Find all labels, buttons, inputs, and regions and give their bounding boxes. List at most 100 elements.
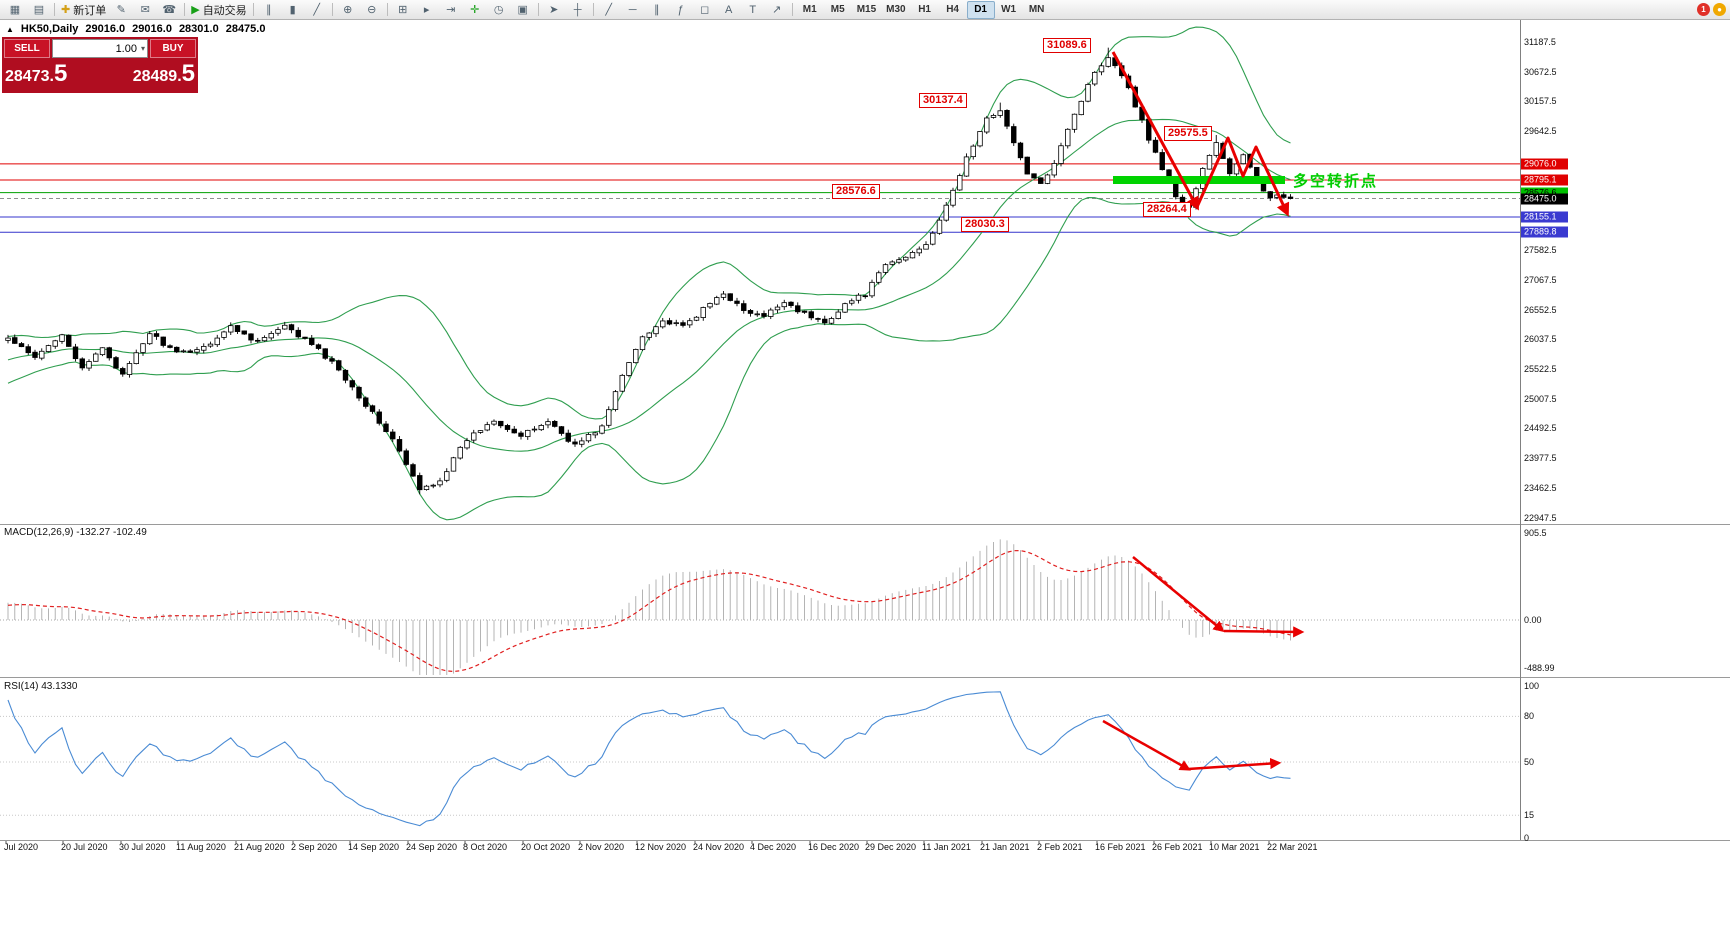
price-axis-label: 26037.5 [1524,334,1557,345]
price-annotation[interactable]: 31089.6 [1043,38,1091,53]
text-label-icon[interactable]: T [741,1,765,19]
date-axis-label: 26 Feb 2021 [1152,842,1203,852]
macd-label: MACD(12,26,9) -132.27 -102.49 [4,527,147,538]
zoom-in-icon[interactable]: ⊕ [336,1,360,19]
rsi-axis-label: 80 [1524,711,1535,722]
toolbar-separator [791,3,793,16]
timeframe-h1[interactable]: H1 [918,4,931,15]
turning-point-note: 多空转折点 [1293,173,1379,190]
text-icon: A [725,3,733,16]
price-axis-label: 25007.5 [1524,393,1557,404]
date-axis-label: 21 Aug 2020 [234,842,285,852]
zoom-out-icon[interactable]: ⊖ [360,1,384,19]
rsi-line [7,691,1291,827]
rsi-axis-label: 100 [1524,681,1540,691]
date-axis-label: 24 Nov 2020 [693,842,745,852]
price-level-label: 28475.0 [1521,193,1568,205]
cursor-icon[interactable]: ➤ [542,1,566,19]
trendline-icon[interactable]: ╱ [597,1,621,19]
sell-button[interactable]: SELL [4,39,50,58]
new-order-button-label: 新订单 [73,4,107,17]
templates-icon[interactable]: ▣ [511,1,535,19]
ohlc-close: 28475.0 [225,23,266,35]
text-icon[interactable]: A [717,1,741,19]
toolbar-separator [331,3,333,16]
horizontal-levels [0,163,1520,233]
modify-order-icon[interactable]: ✎ [109,1,133,19]
price-axis-label: 23462.5 [1524,482,1557,493]
zoom-in-icon: ⊕ [343,4,353,16]
shapes-icon[interactable]: ◻ [693,1,717,19]
new-order-button[interactable]: ✚ 新订单 [58,1,109,19]
autotrading-button: ▶ [191,4,200,16]
autotrading-button[interactable]: ▶ 自动交易 [188,1,249,19]
rsi-axis-label: 50 [1524,757,1535,767]
timeframe-m30[interactable]: M30 [886,4,906,15]
mail-icon[interactable]: ✉ [133,1,157,19]
timeframe-mn[interactable]: MN [1028,4,1045,15]
price-axis-label: 29642.5 [1524,126,1557,137]
chart-shift-icon[interactable]: ⇥ [439,1,463,19]
highlight-bar [1113,176,1285,184]
line-chart-icon[interactable]: ╱ [305,1,329,19]
timeframe-h4[interactable]: H4 [946,4,959,15]
date-axis-label: 20 Jul 2020 [61,842,108,852]
price-axis-label: 30157.5 [1524,96,1557,107]
price-annotation[interactable]: 28264.4 [1143,202,1191,217]
new-chart-icon[interactable]: ▦ [3,1,27,19]
price-annotation[interactable]: 29575.5 [1164,126,1212,141]
support-icon[interactable]: ☎ [157,1,181,19]
macd-signal-line [7,549,1291,673]
date-axis-label: 16 Dec 2020 [808,842,860,852]
timeframe-d1[interactable]: D1 [966,0,995,19]
crosshair-icon[interactable]: ┼ [566,1,590,19]
date-axis-label: 2 Feb 2021 [1037,842,1083,852]
line-chart-icon: ╱ [313,4,320,16]
timeframe-m1[interactable]: M1 [802,4,817,15]
price-level-label: 28795.1 [1521,174,1568,186]
indicators-icon[interactable]: ✛ [463,1,487,19]
timeframe-w1[interactable]: W1 [1001,4,1017,15]
rsi-value: 43.1330 [41,681,78,692]
arrows-icon[interactable]: ↗ [765,1,789,19]
chart-profiles-icon: ▤ [33,4,45,16]
date-axis-label: 11 Jan 2021 [922,842,971,852]
toolbar-separator [386,3,388,16]
horizontal-line-icon[interactable]: ─ [621,1,645,19]
toolbar-separator [184,3,186,16]
timeframe-m5[interactable]: M5 [830,4,845,15]
date-axis-label: 11 Aug 2020 [176,842,226,852]
chart-profiles-icon[interactable]: ▤ [27,1,51,19]
fibonacci-icon[interactable]: ƒ [669,1,693,19]
candlestick-chart-icon[interactable]: ▮ [281,1,305,19]
community-badge[interactable]: ● [1713,3,1726,16]
buy-price[interactable]: 28489.5 [132,60,195,87]
volume-dropdown-icon[interactable]: ▾ [140,44,145,53]
notification-badge[interactable]: 1 [1697,3,1710,16]
price-level-label: 27889.8 [1521,226,1568,238]
bar-chart-icon[interactable]: ∥ [257,1,281,19]
price-axis-label: 27067.5 [1524,274,1557,285]
date-axis-label: 14 Sep 2020 [348,842,400,852]
cursor-icon: ➤ [549,4,559,16]
periods-icon[interactable]: ◷ [487,1,511,19]
price-level-label: 28576.6 [1521,187,1568,199]
date-axis-label: 10 Mar 2021 [1209,842,1260,852]
rsi-axis-label: 0 [1524,833,1530,843]
modify-order-icon: ✎ [116,4,126,16]
timeframe-m15[interactable]: M15 [856,4,877,15]
buy-button[interactable]: BUY [150,39,196,58]
equidistant-channel-icon[interactable]: ∥ [645,1,669,19]
volume-input[interactable] [53,42,139,55]
pane-dividers [0,19,1730,841]
auto-scroll-icon[interactable]: ▸ [415,1,439,19]
bollinger-bands [7,26,1291,521]
price-annotation[interactable]: 28030.3 [961,217,1009,232]
price-annotation[interactable]: 30137.4 [919,93,967,108]
sell-price[interactable]: 28473.5 [5,60,68,87]
tile-windows-icon[interactable]: ⊞ [391,1,415,19]
price-annotation[interactable]: 28576.6 [832,184,880,199]
trade-panel-controls: SELL ▾ BUY [4,39,196,58]
crosshair-icon: ┼ [573,3,582,16]
